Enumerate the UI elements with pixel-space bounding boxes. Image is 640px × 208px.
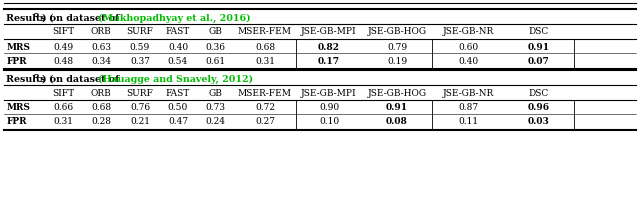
Text: JSE-GB-MPI: JSE-GB-MPI: [301, 27, 357, 36]
Text: JSE-GB-NR: JSE-GB-NR: [442, 27, 493, 36]
Text: JSE-GB-HOG: JSE-GB-HOG: [367, 88, 427, 98]
Text: SIFT: SIFT: [52, 27, 74, 36]
Text: 0.31: 0.31: [53, 118, 73, 126]
Text: 0.91: 0.91: [386, 104, 408, 113]
Text: 0.96: 0.96: [528, 104, 550, 113]
Text: 0.11: 0.11: [458, 118, 478, 126]
Text: 0.54: 0.54: [168, 57, 188, 66]
Text: 0.40: 0.40: [458, 57, 478, 66]
Text: 0.50: 0.50: [168, 104, 188, 113]
Text: 0.24: 0.24: [205, 118, 225, 126]
Text: 0.34: 0.34: [91, 57, 111, 66]
Text: 0.49: 0.49: [53, 42, 73, 52]
Text: 0.79: 0.79: [387, 42, 407, 52]
Text: SURF: SURF: [127, 27, 154, 36]
Text: 0.40: 0.40: [168, 42, 188, 52]
Text: $R_1$: $R_1$: [33, 12, 45, 24]
Text: 0.91: 0.91: [528, 42, 550, 52]
Text: 0.87: 0.87: [458, 104, 478, 113]
Text: 0.10: 0.10: [319, 118, 339, 126]
Text: SIFT: SIFT: [52, 88, 74, 98]
Text: JSE-GB-HOG: JSE-GB-HOG: [367, 27, 427, 36]
Text: ORB: ORB: [91, 27, 111, 36]
Text: 0.68: 0.68: [255, 42, 275, 52]
Text: 0.59: 0.59: [130, 42, 150, 52]
Text: DSC: DSC: [529, 27, 549, 36]
Text: SURF: SURF: [127, 88, 154, 98]
Text: FAST: FAST: [166, 88, 190, 98]
Text: ) on dataset of: ) on dataset of: [42, 14, 122, 22]
Text: ) on dataset of: ) on dataset of: [42, 74, 122, 83]
Text: 0.63: 0.63: [91, 42, 111, 52]
Text: 0.90: 0.90: [319, 104, 339, 113]
Text: 0.47: 0.47: [168, 118, 188, 126]
Text: 0.72: 0.72: [255, 104, 275, 113]
Text: 0.36: 0.36: [205, 42, 225, 52]
Text: DSC: DSC: [529, 88, 549, 98]
Text: MRS: MRS: [7, 104, 31, 113]
Text: 0.21: 0.21: [130, 118, 150, 126]
Text: JSE-GB-MPI: JSE-GB-MPI: [301, 88, 357, 98]
Text: (Mukhopadhyay et al., 2016): (Mukhopadhyay et al., 2016): [99, 14, 251, 23]
Text: ORB: ORB: [91, 88, 111, 98]
Text: FAST: FAST: [166, 27, 190, 36]
Text: 0.19: 0.19: [387, 57, 407, 66]
Text: 0.17: 0.17: [318, 57, 340, 66]
Text: (Hauagge and Snavely, 2012): (Hauagge and Snavely, 2012): [99, 74, 253, 84]
Text: 0.61: 0.61: [205, 57, 225, 66]
Text: MSER-FEM: MSER-FEM: [238, 88, 292, 98]
Text: 0.07: 0.07: [528, 57, 550, 66]
Text: 0.28: 0.28: [91, 118, 111, 126]
Text: 0.73: 0.73: [205, 104, 225, 113]
Text: Results (: Results (: [6, 74, 54, 83]
Text: 0.08: 0.08: [386, 118, 408, 126]
Text: 0.03: 0.03: [528, 118, 550, 126]
Text: GB: GB: [208, 27, 222, 36]
Text: Results (: Results (: [6, 14, 54, 22]
Text: $R_1$: $R_1$: [33, 73, 45, 85]
Text: FPR: FPR: [7, 57, 28, 66]
Text: 0.31: 0.31: [255, 57, 275, 66]
Text: MSER-FEM: MSER-FEM: [238, 27, 292, 36]
Text: 0.60: 0.60: [458, 42, 478, 52]
Text: 0.76: 0.76: [130, 104, 150, 113]
Text: JSE-GB-NR: JSE-GB-NR: [442, 88, 493, 98]
Text: MRS: MRS: [7, 42, 31, 52]
Text: 0.27: 0.27: [255, 118, 275, 126]
Text: 0.37: 0.37: [130, 57, 150, 66]
Text: 0.82: 0.82: [318, 42, 340, 52]
Text: GB: GB: [208, 88, 222, 98]
Text: 0.68: 0.68: [91, 104, 111, 113]
Text: 0.66: 0.66: [53, 104, 73, 113]
Text: 0.48: 0.48: [53, 57, 73, 66]
Text: FPR: FPR: [7, 118, 28, 126]
